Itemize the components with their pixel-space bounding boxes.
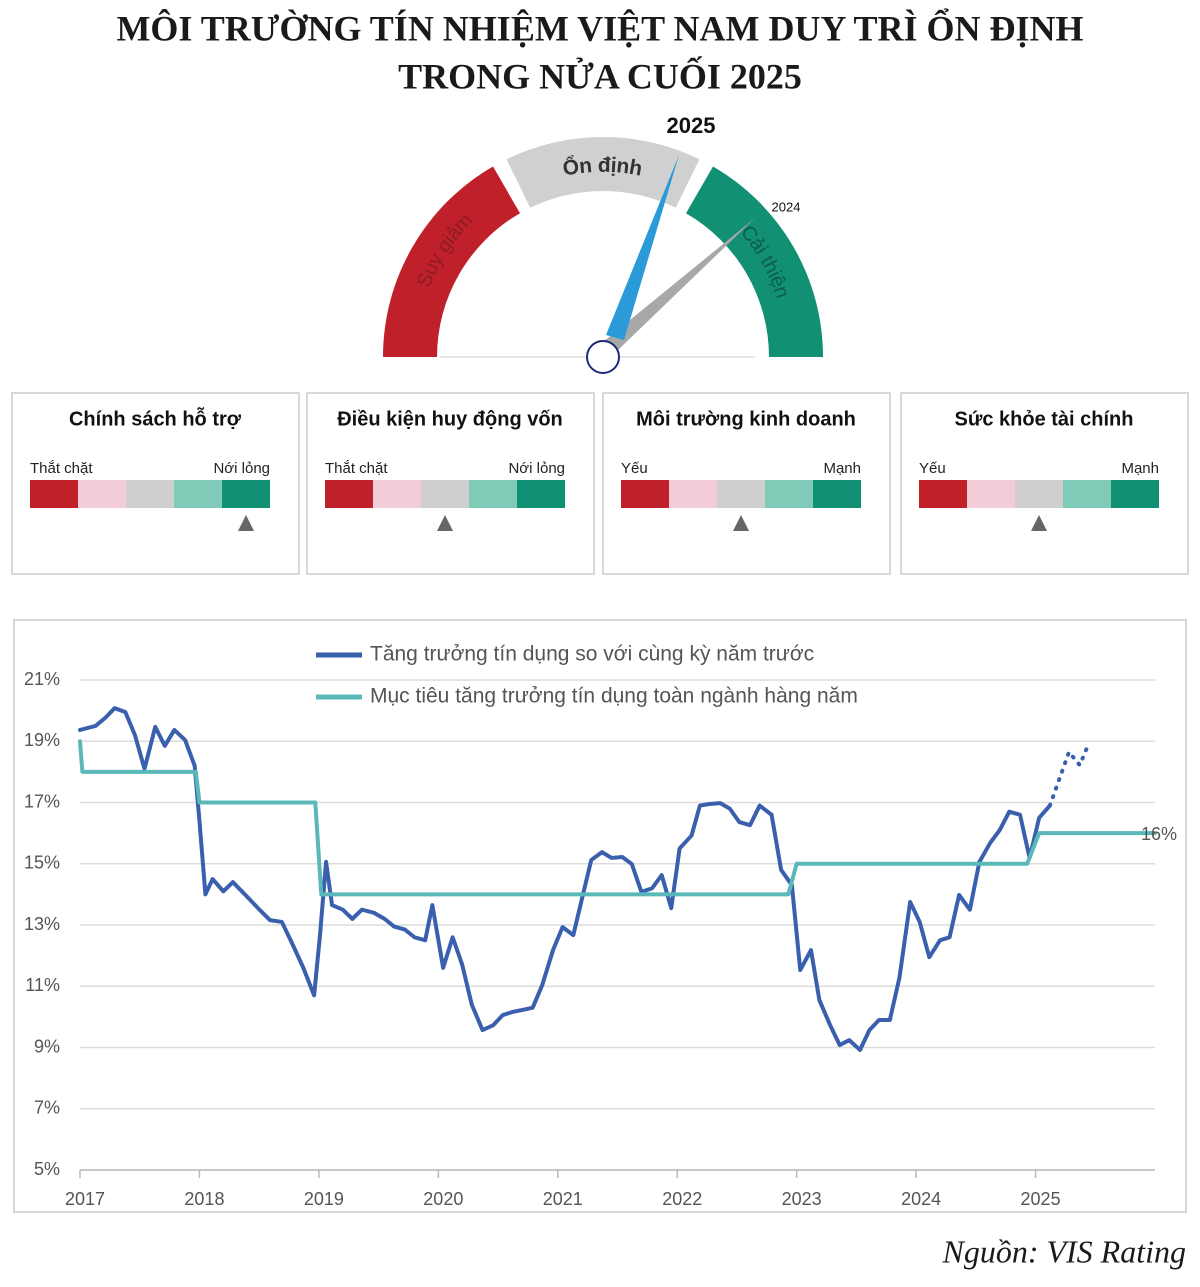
x-tick-label: 2023 [782,1189,822,1209]
scale-segment [1063,480,1111,508]
scale-segment [517,480,565,508]
scale-segment [765,480,813,508]
series-line [78,739,1157,897]
value-label: 16% [1141,824,1177,844]
scale-segment [813,480,861,508]
x-tick-label: 2019 [304,1189,344,1209]
level-marker [437,515,453,531]
y-tick-label: 15% [24,853,60,873]
scale-segment [1015,480,1063,508]
gauge-hub [586,340,620,374]
source: Nguồn: VIS Rating [941,1233,1186,1269]
y-tick-label: 21% [24,669,60,689]
y-tick-label: 7% [34,1098,60,1118]
scale-segment [669,480,717,508]
card-low-label: Thắt chặt [30,460,93,477]
needle-current [606,155,679,340]
scale-segment [621,480,669,508]
gauge-current-label: 2025 [667,113,716,138]
y-tick-label: 5% [34,1159,60,1179]
scale-segment [30,480,78,508]
gauge-previous-label: 2024 [772,199,801,214]
card-high-label: Mạnh [823,460,861,477]
gauge-segment [506,137,700,208]
x-tick-label: 2017 [65,1189,105,1209]
y-tick-label: 13% [24,914,60,934]
card-high-label: Nới lỏng [213,460,270,477]
scale-segment [421,480,469,508]
scale-segment [717,480,765,508]
x-tick-label: 2020 [423,1189,463,1209]
y-tick-label: 17% [24,791,60,811]
level-marker [1031,515,1047,531]
x-tick-label: 2018 [184,1189,224,1209]
card-title: Chính sách hỗ trợ [69,406,242,430]
x-tick-label: 2024 [901,1189,941,1209]
series-line [1047,740,1092,808]
y-tick-label: 9% [34,1036,60,1056]
scale-segment [469,480,517,508]
x-tick-label: 2022 [662,1189,702,1209]
title: TRONG NỬA CUỐI 2025 [398,55,802,96]
scale-segment [919,480,967,508]
legend-label: Tăng trưởng tín dụng so với cùng kỳ năm … [370,643,814,666]
x-tick-label: 2025 [1021,1189,1061,1209]
gauge [382,137,823,358]
scale-segment [222,480,270,508]
gauge-segment [686,166,823,357]
y-tick-label: 19% [24,730,60,750]
scale-segment [126,480,174,508]
legend-label: Mục tiêu tăng trưởng tín dụng toàn ngành… [370,685,858,708]
card-low-label: Yếu [919,460,946,477]
card-low-label: Yếu [621,460,648,477]
gauge-label: Ổn định [561,153,644,180]
needle-previous [603,218,755,350]
scale-segment [174,480,222,508]
x-tick-label: 2021 [543,1189,583,1209]
card-title: Điều kiện huy động vốn [337,408,563,430]
scale-segment [78,480,126,508]
cards: Chính sách hỗ trợ Thắt chặt Nới lỏng Điều k… [11,392,1189,575]
card-high-label: Mạnh [1121,460,1159,477]
chart: 5% 7% 9% 11% 13% 15% 17% 19% 21% 2017 2018 2019 2020… [24,643,1177,1209]
card-high-label: Nới lỏng [508,460,565,477]
scale-segment [1111,480,1159,508]
level-marker [238,515,254,531]
card-title: Sức khỏe tài chính [955,408,1134,430]
card-title: Môi trường kinh doanh [636,408,856,430]
title: MÔI TRƯỜNG TÍN NHIỆM VIỆT NAM DUY TRÌ ỔN… [116,7,1083,48]
y-tick-label: 11% [25,975,60,995]
chart-frame [13,619,1187,1213]
card-low-label: Thắt chặt [325,460,388,477]
level-marker [733,515,749,531]
scale-segment [325,480,373,508]
gauge-segment [382,166,520,357]
gauge-label: Ổn định [561,153,644,180]
series-line [78,706,1052,1052]
scale-segment [373,480,421,508]
scale-segment [967,480,1015,508]
